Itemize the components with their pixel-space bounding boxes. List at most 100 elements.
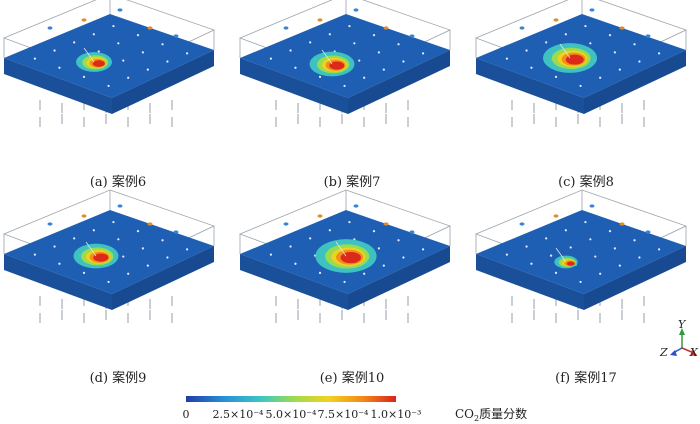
marker-e-3	[409, 230, 415, 234]
grid-dot-d-0-2	[73, 237, 76, 240]
panel-b	[238, 0, 452, 127]
grid-dot-e-1-4	[372, 230, 376, 233]
grid-dot-a-0-4	[112, 24, 115, 28]
grid-dot-c-3-4	[657, 52, 661, 55]
marker-f-1	[589, 204, 595, 208]
legend-tick-2: 5.0×10⁻⁴	[266, 408, 318, 421]
caption-a: (a) 案例6	[90, 175, 146, 190]
marker-d-4	[81, 214, 87, 218]
panel-c	[474, 0, 688, 127]
grid-dot-d-0-4	[112, 220, 115, 224]
injector-line-a	[83, 47, 95, 63]
plate-side-left-f	[476, 254, 584, 310]
grid-dot-c-3-2	[618, 68, 621, 71]
x-axis-label: X	[689, 346, 699, 359]
x-axis-arrowhead	[690, 350, 697, 356]
legend-title: CO2质量分数	[455, 406, 527, 423]
marker-a-3	[173, 34, 179, 38]
grid-dot-f-2-3	[613, 247, 617, 250]
grid-dot-f-1-0	[530, 262, 533, 265]
injector-line-e	[335, 241, 347, 257]
grid-dot-a-1-2	[97, 50, 100, 53]
grid-dot-e-3-4	[421, 248, 425, 251]
grid-dot-e-3-2	[382, 264, 385, 267]
grid-dot-f-2-0	[554, 271, 558, 274]
grid-dot-e-2-0	[318, 271, 322, 274]
grid-dot-f-2-2	[594, 255, 597, 258]
grid-dot-c-3-3	[638, 60, 641, 63]
marker-e-1	[353, 204, 359, 208]
grid-dot-e-2-4	[397, 239, 400, 242]
plate-side-left-a	[4, 58, 112, 114]
grid-dot-a-0-3	[92, 33, 95, 36]
grid-dot-d-0-3	[92, 229, 95, 232]
injector-line-f	[555, 247, 567, 263]
grid-dot-b-1-0	[294, 66, 297, 69]
grid-dot-b-3-4	[421, 52, 425, 55]
grid-dot-a-0-2	[73, 41, 76, 44]
marker-d-3	[173, 230, 179, 234]
panels-group	[2, 0, 688, 323]
legend-title-rest: 质量分数	[479, 406, 527, 421]
grid-dot-e-3-0	[343, 280, 346, 284]
grid-dot-d-2-3	[141, 247, 145, 250]
caption-b: (b) 案例7	[324, 175, 381, 190]
panel-a	[2, 0, 216, 127]
marker-c-2	[619, 26, 625, 30]
marker-f-2	[619, 222, 625, 226]
plume-layer-b-4	[329, 61, 345, 70]
y-axis-label: Y	[678, 318, 687, 331]
grid-dot-c-0-0	[505, 57, 509, 60]
marker-e-4	[317, 214, 323, 218]
grid-dot-f-1-1	[549, 254, 553, 257]
marker-c-3	[645, 34, 651, 38]
caption-c: (c) 案例8	[558, 175, 614, 190]
grid-dot-a-1-4	[136, 34, 140, 37]
legend-tick-3: 7.5×10⁻⁴	[318, 408, 370, 421]
grid-dot-b-3-0	[343, 84, 346, 88]
grid-dot-d-2-2	[122, 255, 125, 258]
grid-dot-b-0-4	[348, 24, 351, 28]
grid-dot-c-3-1	[599, 76, 602, 79]
grid-dot-d-3-4	[185, 248, 189, 251]
grid-dot-e-2-3	[377, 247, 381, 250]
grid-dot-b-2-3	[377, 51, 381, 54]
grid-dot-a-3-0	[107, 84, 110, 88]
grid-dot-a-1-0	[58, 66, 61, 69]
grid-dot-c-2-0	[554, 75, 558, 78]
grid-dot-b-0-1	[289, 49, 292, 52]
grid-dot-a-2-3	[141, 51, 145, 54]
grid-dot-c-1-4	[608, 34, 612, 37]
grid-dot-d-2-4	[161, 239, 164, 242]
marker-f-3	[645, 230, 651, 234]
grid-dot-d-3-3	[166, 256, 169, 259]
grid-dot-f-0-4	[584, 220, 587, 224]
grid-dot-c-2-3	[613, 51, 617, 54]
grid-dot-b-2-4	[397, 43, 400, 46]
grid-dot-f-2-4	[633, 239, 636, 242]
marker-d-1	[117, 204, 123, 208]
marker-f-4	[553, 214, 559, 218]
grid-dot-f-3-2	[618, 264, 621, 267]
marker-a-0	[47, 26, 53, 30]
marker-b-3	[409, 34, 415, 38]
panel-d	[2, 189, 216, 323]
marker-b-1	[353, 8, 359, 12]
plate-side-right-b	[348, 50, 450, 114]
grid-dot-c-1-0	[530, 66, 533, 69]
injector-line-c	[559, 43, 571, 59]
grid-dot-c-3-0	[579, 84, 582, 88]
grid-dot-c-0-1	[525, 49, 528, 52]
grid-dot-c-0-2	[545, 41, 548, 44]
caption-f: (f) 案例17	[555, 371, 617, 386]
legend-tick-1: 2.5×10⁻⁴	[213, 408, 265, 421]
injector-line-b	[321, 49, 333, 65]
grid-dot-c-0-4	[584, 24, 587, 28]
grid-dot-c-1-3	[589, 42, 592, 45]
grid-dot-b-3-1	[363, 76, 366, 79]
marker-b-0	[283, 26, 289, 30]
grid-dot-a-2-2	[122, 59, 125, 62]
marker-e-0	[283, 222, 289, 226]
grid-dot-c-2-4	[633, 43, 636, 46]
grid-dot-f-3-4	[657, 248, 661, 251]
